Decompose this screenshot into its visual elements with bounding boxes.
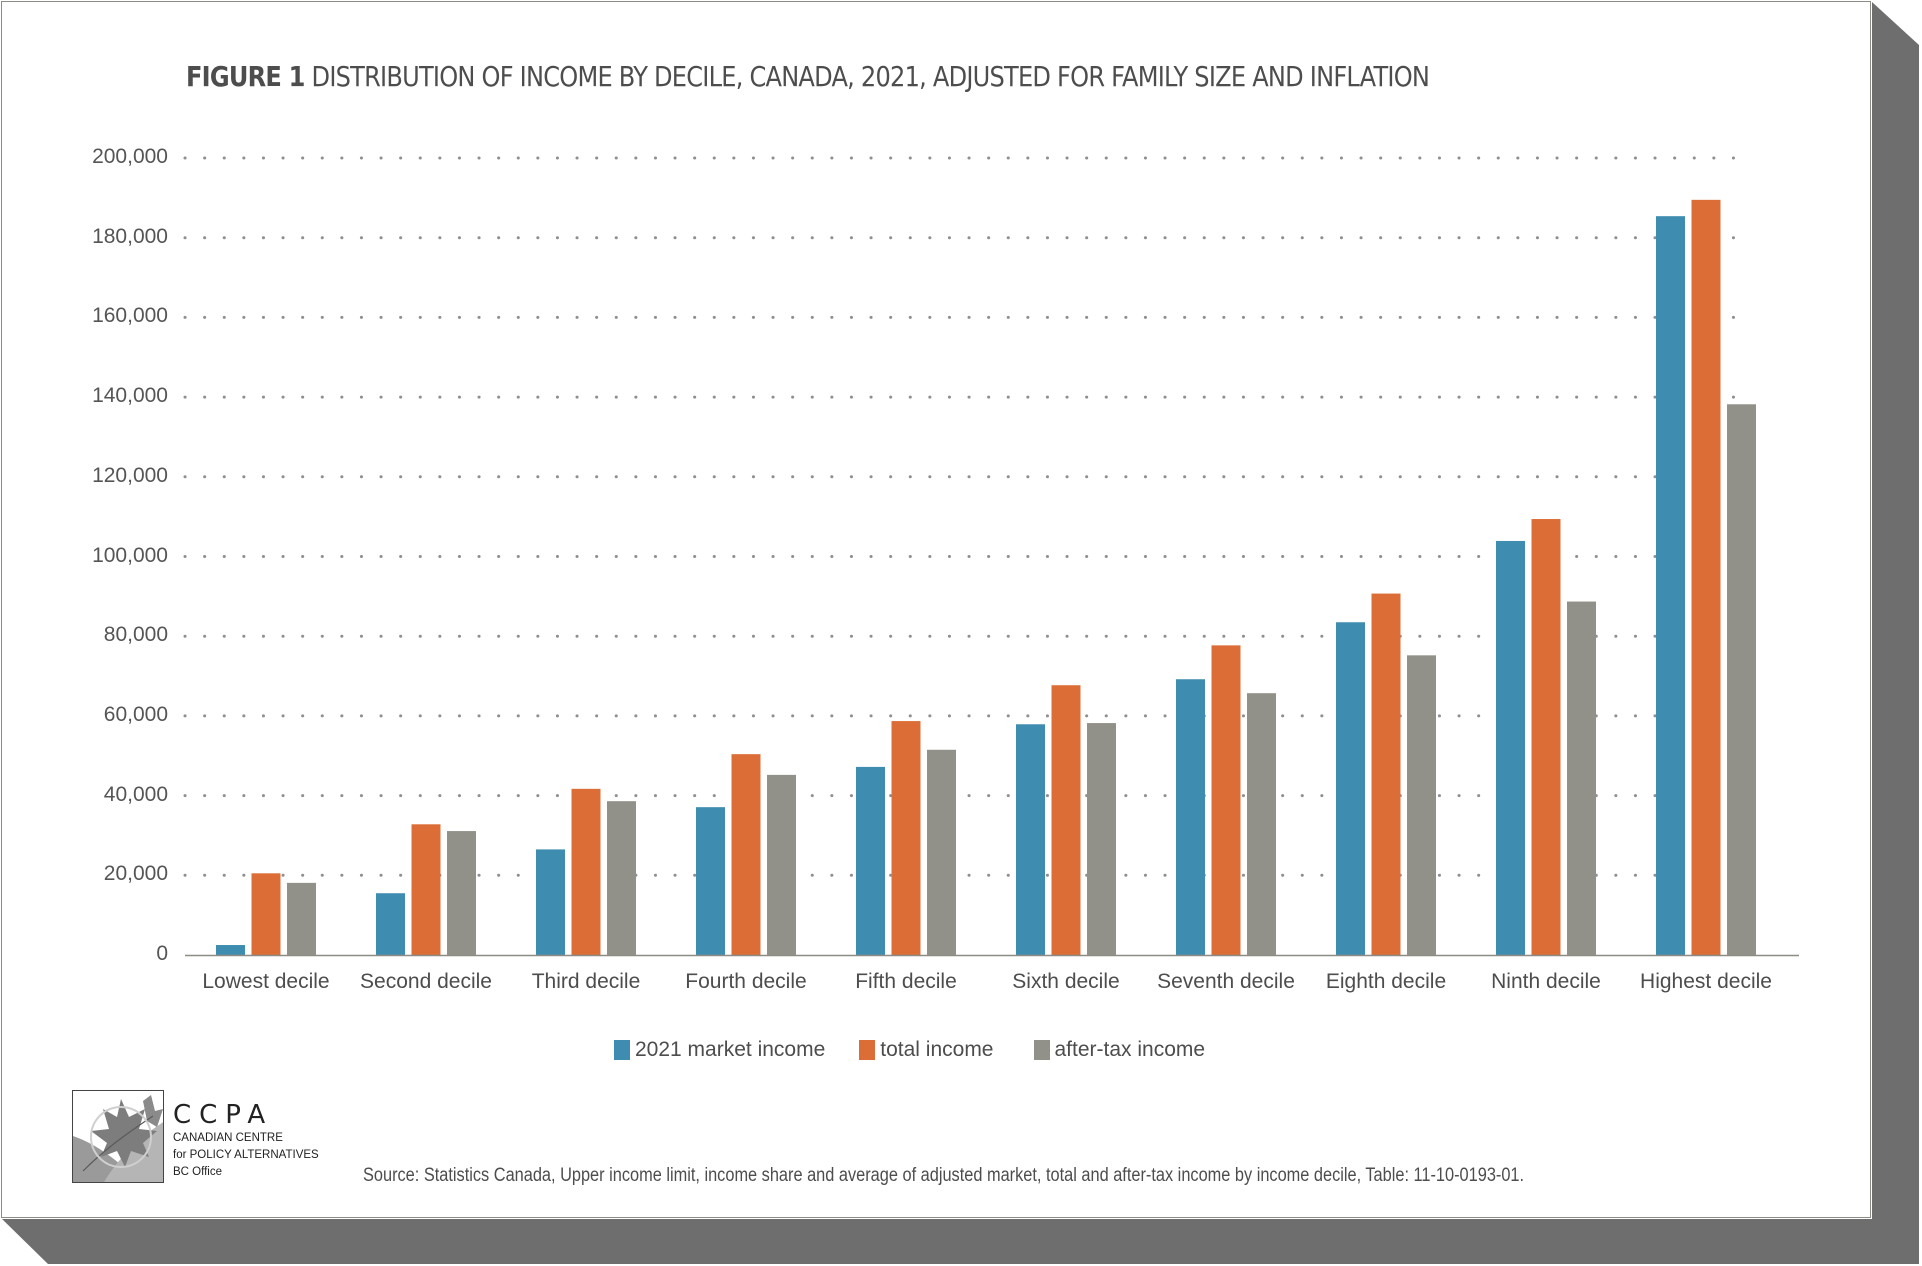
bar-after-tax-income-seventh-decile bbox=[1247, 693, 1276, 955]
x-tick-label: Sixth decile bbox=[1012, 970, 1120, 993]
x-tick-label: Seventh decile bbox=[1157, 970, 1295, 993]
logo-acronym: CCPA bbox=[173, 1100, 274, 1130]
ccpa-logo-icon bbox=[72, 1090, 164, 1183]
legend-item: 2021 market income bbox=[614, 1038, 825, 1062]
y-tick-label: 80,000 bbox=[103, 623, 168, 647]
bar-2021-market-income-highest-decile bbox=[1656, 216, 1685, 955]
bar-after-tax-income-fourth-decile bbox=[767, 774, 796, 955]
bar-2021-market-income-fifth-decile bbox=[856, 766, 885, 955]
bar-after-tax-income-second-decile bbox=[447, 831, 476, 955]
bar-after-tax-income-highest-decile bbox=[1727, 404, 1756, 955]
bar-2021-market-income-second-decile bbox=[376, 893, 405, 955]
bar-total-income-eighth-decile bbox=[1371, 593, 1401, 955]
bar-2021-market-income-lowest-decile bbox=[216, 945, 245, 955]
figure-title-text: DISTRIBUTION OF INCOME BY DECILE, CANADA… bbox=[311, 60, 1430, 93]
bar-total-income-third-decile bbox=[571, 788, 601, 955]
y-tick-label: 0 bbox=[156, 942, 168, 965]
y-tick-label: 160,000 bbox=[92, 304, 168, 328]
bar-after-tax-income-fifth-decile bbox=[927, 749, 956, 955]
maple-leaf-icon bbox=[73, 1091, 163, 1182]
x-tick-label: Second decile bbox=[360, 970, 492, 993]
bar-total-income-fourth-decile bbox=[731, 754, 761, 955]
y-tick-label: 200,000 bbox=[92, 145, 168, 168]
bar-2021-market-income-ninth-decile bbox=[1496, 540, 1525, 955]
bar-after-tax-income-sixth-decile bbox=[1087, 723, 1116, 955]
y-tick-label: 120,000 bbox=[92, 463, 168, 487]
bar-2021-market-income-seventh-decile bbox=[1176, 679, 1205, 955]
bar-total-income-seventh-decile bbox=[1211, 645, 1241, 955]
legend-swatch bbox=[859, 1040, 876, 1060]
bar-2021-market-income-third-decile bbox=[536, 849, 565, 955]
bar-2021-market-income-fourth-decile bbox=[696, 807, 725, 955]
logo-line-3: BC Office bbox=[173, 1166, 222, 1178]
legend-label: total income bbox=[880, 1038, 994, 1061]
y-tick-label: 180,000 bbox=[92, 224, 168, 248]
y-tick-label: 60,000 bbox=[103, 702, 168, 726]
x-tick-label: Eighth decile bbox=[1325, 970, 1447, 993]
ccpa-logo-text: CCPA CANADIAN CENTRE for POLICY ALTERNAT… bbox=[173, 1100, 319, 1181]
legend-label: 2021 market income bbox=[635, 1038, 826, 1061]
bar-after-tax-income-eighth-decile bbox=[1407, 655, 1436, 955]
x-tick-label: Fourth decile bbox=[685, 970, 807, 993]
logo-line-2: for POLICY ALTERNATIVES bbox=[173, 1149, 319, 1161]
bar-total-income-sixth-decile bbox=[1051, 685, 1081, 955]
bar-2021-market-income-eighth-decile bbox=[1336, 622, 1365, 955]
logo-line-1: CANADIAN CENTRE bbox=[173, 1132, 283, 1144]
y-tick-label: 140,000 bbox=[92, 384, 168, 408]
legend-label: after-tax income bbox=[1054, 1038, 1206, 1061]
bar-total-income-fifth-decile bbox=[891, 721, 921, 955]
bar-total-income-second-decile bbox=[411, 824, 441, 955]
y-tick-label: 40,000 bbox=[103, 782, 168, 806]
x-tick-label: Lowest decile bbox=[202, 970, 330, 993]
bar-after-tax-income-third-decile bbox=[607, 801, 636, 955]
bar-2021-market-income-sixth-decile bbox=[1016, 724, 1045, 955]
legend-item: after-tax income bbox=[1033, 1038, 1206, 1062]
legend-swatch bbox=[614, 1040, 630, 1060]
bar-after-tax-income-lowest-decile bbox=[287, 882, 316, 955]
y-tick-label: 20,000 bbox=[103, 862, 168, 886]
figure-number: FIGURE 1 bbox=[186, 60, 305, 93]
chart-title: FIGURE 1 DISTRIBUTION OF INCOME BY DECIL… bbox=[186, 60, 1430, 93]
x-tick-label: Highest decile bbox=[1640, 970, 1772, 993]
bar-after-tax-income-ninth-decile bbox=[1567, 601, 1596, 955]
bar-total-income-ninth-decile bbox=[1531, 519, 1561, 955]
x-tick-label: Fifth decile bbox=[855, 970, 957, 993]
bar-total-income-highest-decile bbox=[1691, 199, 1721, 955]
legend-swatch bbox=[1033, 1040, 1050, 1060]
x-tick-label: Ninth decile bbox=[1491, 970, 1601, 993]
source-note: Source: Statistics Canada, Upper income … bbox=[363, 1165, 1525, 1186]
y-tick-label: 100,000 bbox=[92, 543, 168, 567]
bar-total-income-lowest-decile bbox=[251, 873, 281, 955]
legend-item: total income bbox=[859, 1038, 994, 1062]
chart-legend: 2021 market income total income after-tax … bbox=[614, 1038, 1239, 1062]
x-tick-label: Third decile bbox=[531, 970, 641, 993]
